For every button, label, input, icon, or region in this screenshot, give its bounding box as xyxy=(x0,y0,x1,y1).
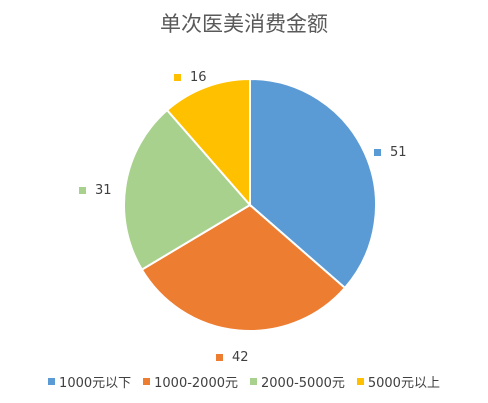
pie-slice xyxy=(123,108,252,271)
data-label: 42 xyxy=(216,350,249,365)
chart-title: 单次医美消费金额 xyxy=(160,12,328,36)
pie-slice xyxy=(140,203,347,332)
legend-item: 1000元以下 xyxy=(48,372,131,391)
data-label-marker xyxy=(374,149,381,156)
legend-item: 1000-2000元 xyxy=(143,372,238,391)
legend-label: 5000元以上 xyxy=(367,376,440,391)
data-label-value: 31 xyxy=(95,183,112,198)
legend-swatch xyxy=(250,378,257,385)
legend-swatch xyxy=(143,378,151,385)
data-label: 31 xyxy=(79,183,112,198)
legend-swatch xyxy=(48,378,56,385)
chart-legend: 1000元以下 1000-2000元 2000-5000元 5000元以上 xyxy=(0,372,488,391)
pie-slice xyxy=(165,77,251,208)
data-label-value: 42 xyxy=(232,350,249,365)
data-label-value: 51 xyxy=(390,145,407,160)
data-label: 16 xyxy=(174,70,207,85)
legend-item: 5000元以上 xyxy=(356,372,440,391)
legend-swatch xyxy=(356,378,364,385)
pie-slice xyxy=(249,77,377,290)
data-label-value: 16 xyxy=(190,70,207,85)
legend-item: 2000-5000元 xyxy=(250,372,345,391)
legend-label: 2000-5000元 xyxy=(261,376,345,391)
data-label-marker xyxy=(174,74,181,81)
legend-label: 1000-2000元 xyxy=(154,376,238,391)
data-label-marker xyxy=(216,354,223,361)
data-label-marker xyxy=(79,187,86,194)
data-label: 51 xyxy=(374,145,407,160)
legend-label: 1000元以下 xyxy=(59,376,132,391)
